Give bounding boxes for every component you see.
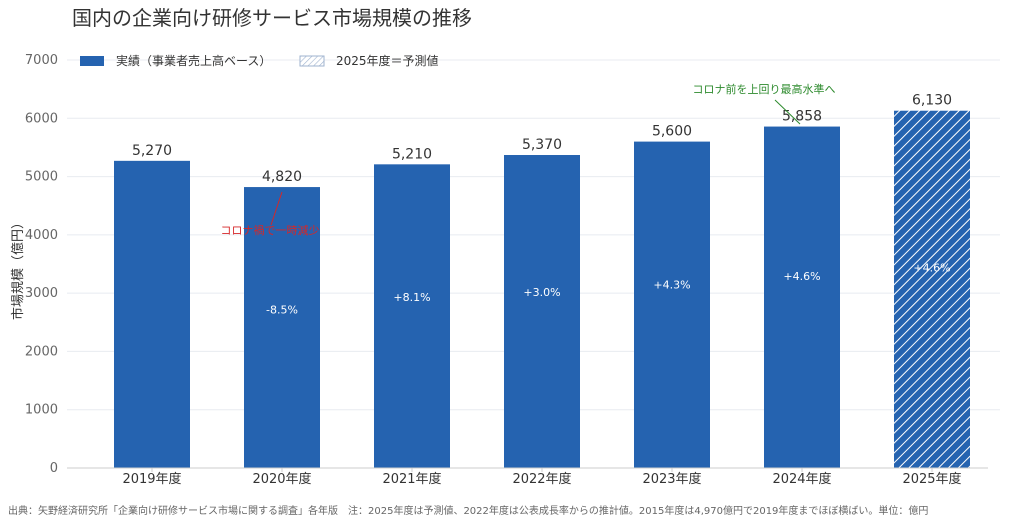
footnote: 出典：矢野経済研究所「企業向け研修サービス市場に関する調査」各年版 注：2025… [8, 504, 928, 517]
growth-label: +4.3% [653, 278, 690, 291]
bar-2019年度 [114, 160, 190, 468]
growth-label: +4.6% [913, 261, 950, 274]
legend: 実績（事業者売上高ベース） 2025年度＝予測値 [80, 53, 439, 68]
bar-2025年度 [894, 110, 970, 469]
x-tick-label: 2021年度 [382, 471, 441, 487]
value-label: 5,370 [522, 137, 562, 153]
y-tick-label: 2000 [25, 344, 58, 359]
growth-label: +3.0% [523, 286, 560, 299]
annotation-arrow [774, 99, 801, 125]
x-tick-label: 2025年度 [902, 471, 961, 487]
x-axis-ticks: 2019年度 2020年度 2021年度 2022年度 2023年度 2024年度 2025… [122, 468, 962, 487]
bars [114, 110, 970, 469]
value-label: 4,820 [262, 169, 302, 185]
y-tick-label: 7000 [25, 53, 58, 68]
x-tick-label: 2024年度 [772, 471, 831, 487]
y-tick-label: 6000 [25, 111, 58, 126]
y-tick-label: 4000 [25, 228, 58, 243]
chart-title: 国内の企業向け研修サービス市場規模の推移 [72, 6, 472, 30]
growth-label: +8.1% [393, 291, 430, 304]
legend-label-actual: 実績（事業者売上高ベース） [116, 53, 271, 68]
annotation-covid-dip: コロナ禍で一時減少 [221, 191, 320, 237]
legend-label-forecast: 2025年度＝予測値 [336, 53, 439, 68]
bar-2022年度 [504, 155, 580, 468]
bar-2020年度 [244, 187, 320, 468]
x-tick-label: 2019年度 [122, 471, 181, 487]
y-axis-ticks: 0 1000 2000 3000 4000 5000 6000 7000 [25, 53, 58, 476]
annotation-arrow [270, 191, 283, 226]
bar-2021年度 [374, 164, 450, 468]
annotation-record-high: コロナ前を上回り最高水準へ [693, 82, 836, 125]
value-label: 5,270 [132, 143, 172, 159]
bar-labels: 5,270 4,820 -8.5% 5,210 +8.1% 5,370 +3.0% 5,600… [132, 93, 952, 317]
y-tick-label: 3000 [25, 286, 58, 301]
legend-swatch-actual [80, 56, 104, 66]
bar-2023年度 [634, 141, 710, 468]
x-tick-label: 2023年度 [642, 471, 701, 487]
x-tick-label: 2020年度 [252, 471, 311, 487]
value-label: 5,210 [392, 146, 432, 162]
growth-label: -8.5% [266, 303, 298, 316]
x-tick-label: 2022年度 [512, 471, 571, 487]
y-tick-label: 1000 [25, 403, 58, 418]
y-axis-label: 市場規模（億円） [10, 216, 26, 320]
growth-label: +4.6% [783, 270, 820, 283]
y-tick-label: 0 [50, 461, 58, 476]
value-label: 5,600 [652, 124, 692, 140]
legend-swatch-forecast [299, 55, 325, 67]
value-label: 5,858 [782, 109, 822, 125]
y-tick-label: 5000 [25, 170, 58, 185]
annotation-text-green: コロナ前を上回り最高水準へ [693, 82, 836, 96]
value-label: 6,130 [912, 93, 952, 109]
annotation-text-red: コロナ禍で一時減少 [221, 223, 320, 237]
bar-2024年度 [764, 126, 840, 468]
